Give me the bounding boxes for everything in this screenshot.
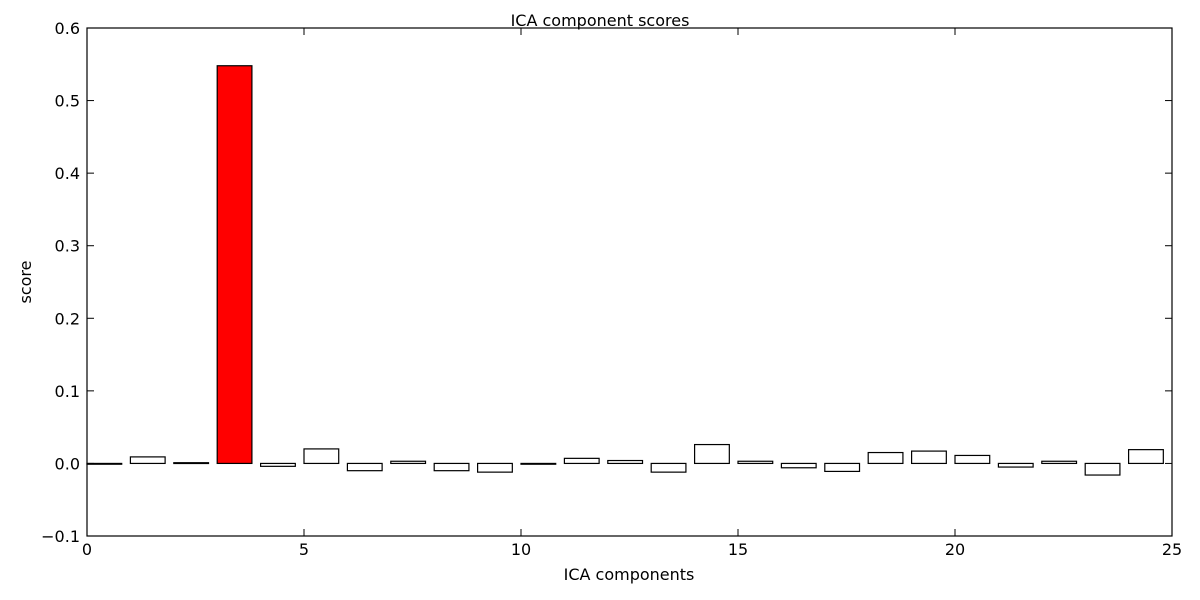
x-tick-label: 5 <box>299 540 309 559</box>
bar <box>216 65 253 465</box>
y-axis-title: score <box>16 261 35 304</box>
x-axis-title: ICA components <box>564 565 695 584</box>
bar <box>780 462 817 469</box>
bar <box>954 454 991 465</box>
bars-group <box>86 65 1164 476</box>
bar <box>1041 460 1078 465</box>
bar <box>433 462 470 472</box>
bar <box>997 462 1034 468</box>
y-tick-label: 0.0 <box>55 454 80 473</box>
y-tick-label: 0.5 <box>55 92 80 111</box>
bar <box>607 459 644 465</box>
x-tick-label: 25 <box>1162 540 1182 559</box>
chart-title: ICA component scores <box>511 11 690 30</box>
bar <box>1084 462 1121 476</box>
x-tick-label: 15 <box>728 540 748 559</box>
bar <box>737 460 774 465</box>
ticks-group: 0 5 10 15 20 25 −0.1 0.0 0.1 0.2 0.3 0.4 0.5 0.6 <box>41 19 1182 559</box>
bar <box>563 457 600 465</box>
y-tick-label: 0.3 <box>55 237 80 256</box>
bar <box>260 462 296 467</box>
y-tick-label: 0.4 <box>55 164 80 183</box>
bar <box>173 462 210 465</box>
bar <box>1127 449 1164 465</box>
y-tick-label: 0.2 <box>55 309 80 328</box>
bar <box>390 460 427 465</box>
x-tick-label: 0 <box>82 540 92 559</box>
bar <box>693 443 730 465</box>
x-tick-label: 20 <box>945 540 965 559</box>
bar <box>129 456 166 465</box>
x-tick-label: 10 <box>511 540 531 559</box>
bar <box>824 462 861 473</box>
bar <box>520 462 557 465</box>
y-tick-label: −0.1 <box>41 527 80 546</box>
bar <box>867 451 904 465</box>
bar <box>477 462 513 473</box>
plot-frame <box>86 27 1173 537</box>
bar <box>910 450 947 465</box>
y-tick-label: 0.6 <box>55 19 80 38</box>
bar <box>650 462 687 473</box>
y-tick-label: 0.1 <box>55 382 80 401</box>
bar <box>346 462 383 472</box>
bar <box>303 448 340 465</box>
